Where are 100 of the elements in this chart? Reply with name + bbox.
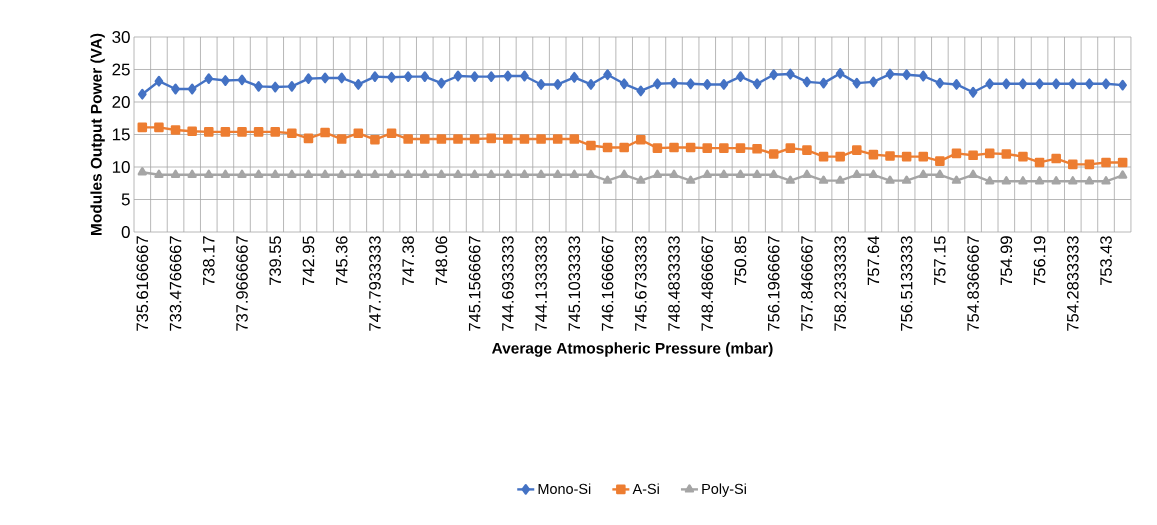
point <box>835 151 845 162</box>
point <box>569 134 580 144</box>
point <box>852 169 862 178</box>
x-tick-label: 746.1666667 <box>601 236 614 331</box>
x-tick-label: 735.6166667 <box>136 236 149 331</box>
point <box>1001 149 1012 159</box>
point <box>802 76 812 88</box>
point <box>735 169 746 178</box>
point <box>1101 78 1111 90</box>
point <box>386 128 397 138</box>
point <box>1068 159 1078 170</box>
x-tick-label: 753.43 <box>1100 236 1112 285</box>
point <box>852 77 862 89</box>
point <box>1018 151 1028 162</box>
y-tick-label: 30 <box>112 31 130 43</box>
legend-label: A-Si <box>632 483 659 495</box>
point <box>918 70 928 82</box>
point <box>370 71 380 83</box>
point <box>1001 78 1011 90</box>
point <box>154 75 164 87</box>
point <box>503 169 513 178</box>
point <box>287 128 297 138</box>
y-tick-label: 0 <box>121 226 130 238</box>
point <box>935 156 945 166</box>
point <box>902 69 911 81</box>
point <box>203 127 214 137</box>
y-tick-label: 20 <box>112 96 130 108</box>
point <box>470 71 479 83</box>
point <box>220 127 231 137</box>
point <box>1051 78 1061 90</box>
point <box>453 134 463 144</box>
x-tick-label: 756.19 <box>1033 236 1046 285</box>
x-tick-label: 739.55 <box>269 236 282 285</box>
point <box>1101 157 1111 168</box>
x-tick-label: 756.5133333 <box>900 236 913 331</box>
point <box>702 143 713 153</box>
point <box>469 169 480 178</box>
point <box>503 70 513 82</box>
point <box>187 83 197 95</box>
y-tick-label: 10 <box>112 161 130 173</box>
point <box>802 169 812 178</box>
point <box>785 68 795 80</box>
point <box>453 70 463 82</box>
y-tick-label: 15 <box>112 128 130 141</box>
point <box>918 169 928 178</box>
point <box>1018 78 1028 90</box>
point <box>353 169 363 178</box>
point <box>1117 170 1128 179</box>
point <box>901 175 912 184</box>
x-axis-title: Average Atmospheric Pressure (mbar) <box>491 342 773 357</box>
x-tick-label: 748.4833333 <box>668 236 680 331</box>
point <box>819 77 828 89</box>
point <box>137 167 147 176</box>
point <box>602 142 613 153</box>
point <box>1085 78 1094 90</box>
point <box>835 175 845 184</box>
point <box>752 169 762 178</box>
point <box>137 88 147 100</box>
x-tick-label: 758.2333333 <box>834 236 846 331</box>
point <box>204 73 214 84</box>
point <box>619 169 629 178</box>
point <box>519 169 530 178</box>
point <box>1034 176 1045 185</box>
point <box>436 169 447 178</box>
point <box>254 81 263 92</box>
point <box>403 71 413 83</box>
point <box>220 169 231 178</box>
point <box>785 175 795 184</box>
point <box>852 145 862 155</box>
x-tick-label: 754.8366667 <box>967 236 979 331</box>
point <box>901 151 912 162</box>
point <box>652 169 663 178</box>
legend-label: Poly-Si <box>702 483 746 497</box>
point <box>752 144 762 154</box>
point <box>669 77 679 89</box>
point <box>403 169 413 178</box>
point <box>685 142 696 153</box>
point <box>353 128 364 138</box>
point <box>818 151 829 162</box>
x-tick-label: 757.64 <box>867 236 880 285</box>
point <box>420 71 430 83</box>
point <box>437 77 446 89</box>
point <box>486 71 496 83</box>
point <box>154 169 164 178</box>
point <box>569 71 579 83</box>
point <box>304 73 313 84</box>
point <box>736 71 745 83</box>
point <box>918 151 929 162</box>
point <box>436 134 447 144</box>
x-tick-label: 744.6933333 <box>502 236 514 331</box>
point <box>586 169 596 178</box>
x-tick-label: 747.38 <box>402 236 414 285</box>
point <box>569 169 579 178</box>
point <box>985 78 995 90</box>
point <box>403 134 413 144</box>
point <box>885 68 895 80</box>
point <box>868 149 879 160</box>
point <box>137 122 148 133</box>
x-tick-label: 745.36 <box>335 236 348 285</box>
point <box>869 76 878 88</box>
